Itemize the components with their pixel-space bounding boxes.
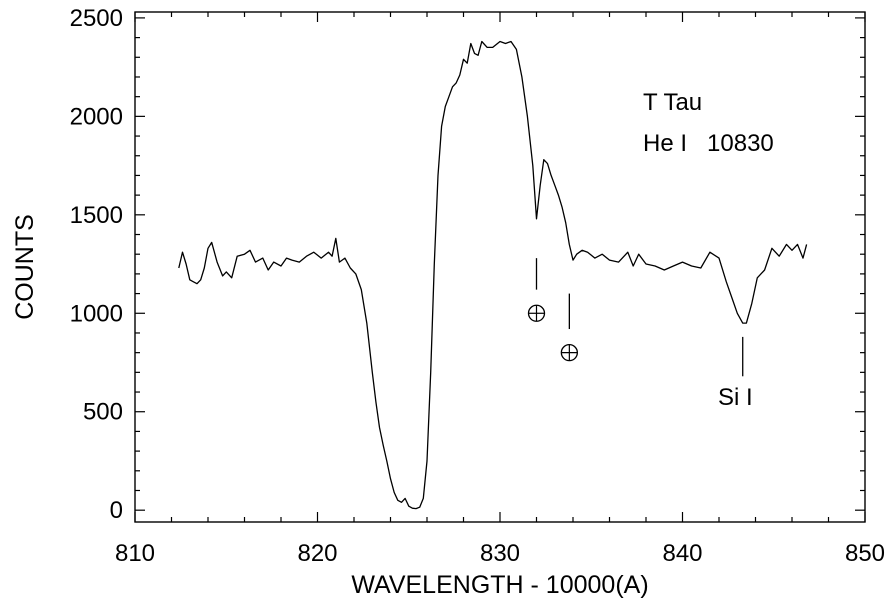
x-tick-label: 840 [662,540,702,567]
si-label: Si I [718,384,753,411]
earth-symbol-icon [527,304,546,322]
y-tick-label: 500 [83,399,123,426]
earth-symbol-icon [560,344,578,362]
plot-frame [134,11,866,523]
spectrum-line [178,40,808,510]
object-label: T Tau [643,89,702,116]
x-tick-label: 820 [297,540,337,567]
x-tick-label: 810 [115,540,155,567]
x-tick-label: 850 [845,540,885,567]
line-markers [527,258,744,377]
y-tick-label: 2000 [70,103,123,130]
y-tick-label: 1000 [70,300,123,327]
y-tick-label: 0 [110,497,123,524]
y-tick-label: 1500 [70,202,123,229]
axis-ticks [134,12,866,522]
x-axis-title: WAVELENGTH - 10000(A) [351,571,648,599]
x-tick-label: 830 [480,540,520,567]
y-axis-title: COUNTS [11,214,39,320]
y-tick-labels: 0 500 1000 1500 2000 2500 [70,5,123,524]
line-label: He I 10830 [643,130,774,157]
y-tick-label: 2500 [70,5,123,32]
x-tick-labels: 810 820 830 840 850 [115,540,885,567]
